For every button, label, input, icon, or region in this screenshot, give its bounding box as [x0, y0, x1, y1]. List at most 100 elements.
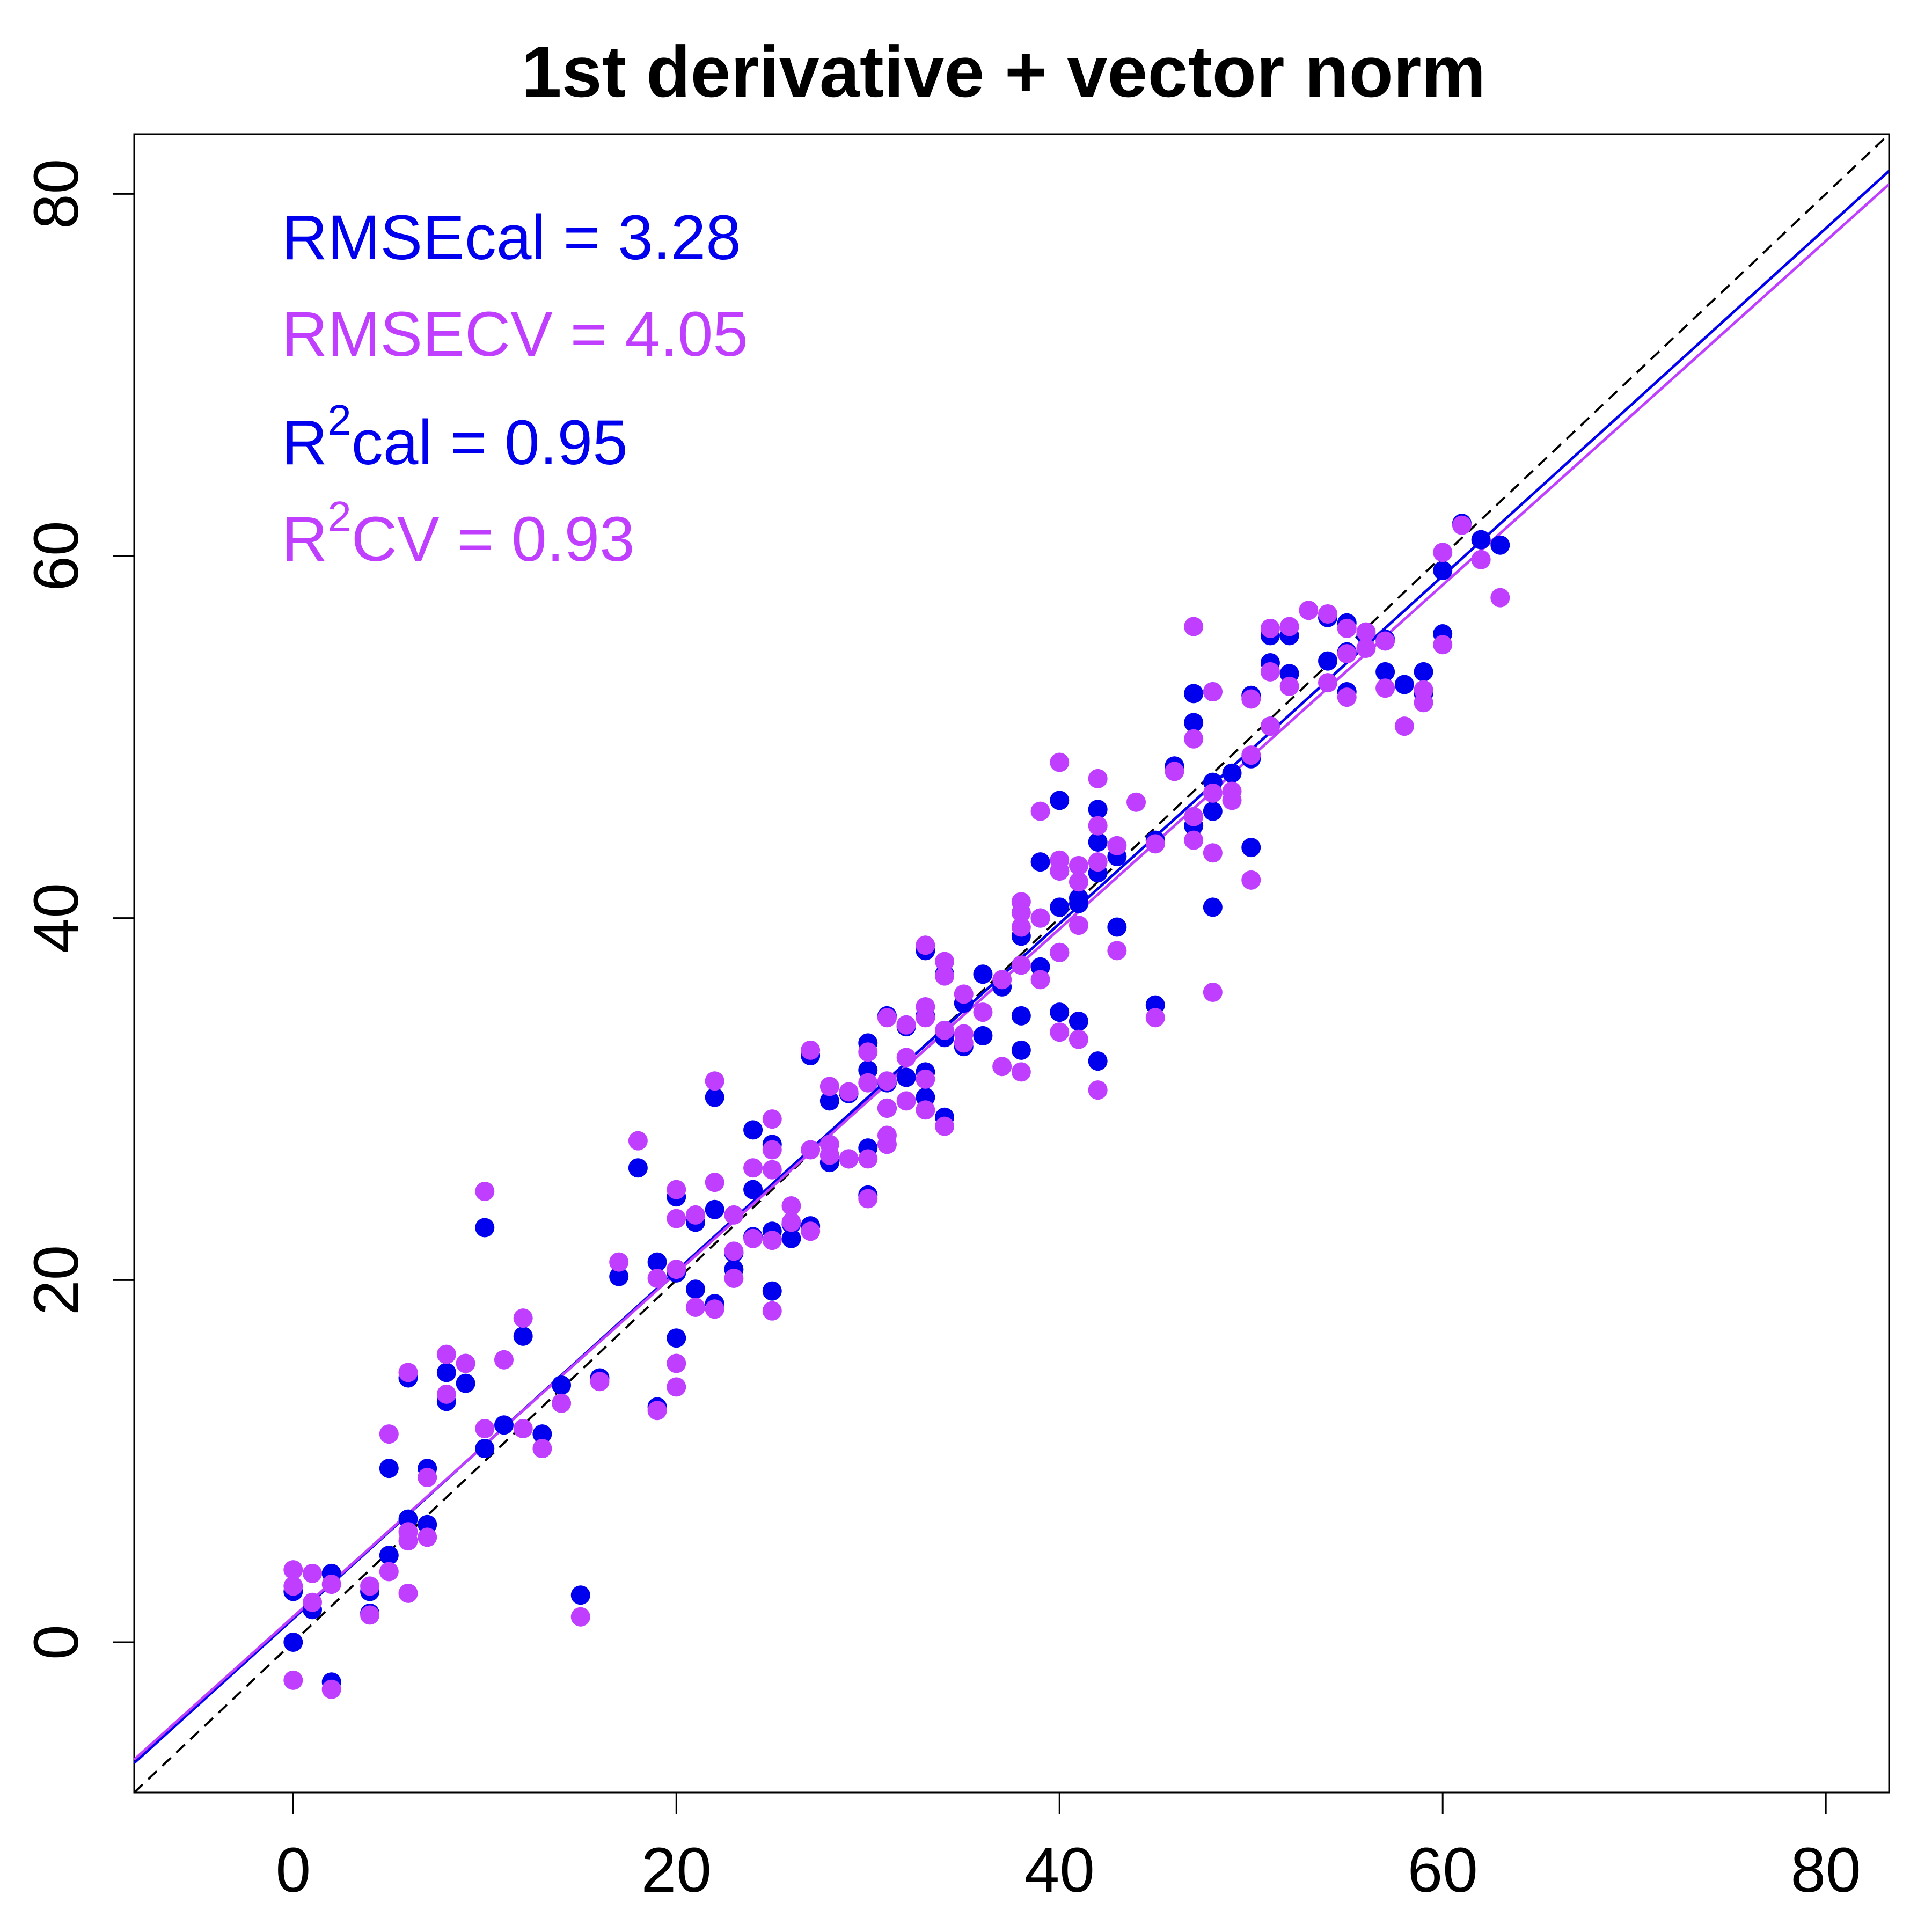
- cv-point: [1069, 855, 1088, 875]
- cv-point: [935, 966, 955, 986]
- cv-point: [1241, 870, 1261, 890]
- cv-point: [1279, 676, 1299, 696]
- cv-point: [1050, 1022, 1070, 1042]
- cv-point: [916, 1069, 935, 1089]
- cv-point: [302, 1592, 322, 1612]
- cv-point: [801, 1221, 821, 1241]
- cv-point: [1203, 682, 1223, 701]
- cv-point: [1471, 550, 1491, 569]
- regression-lines: [134, 134, 1889, 1792]
- cv-point: [801, 1140, 821, 1160]
- cv-point: [667, 1180, 686, 1199]
- cv-point: [379, 1562, 399, 1582]
- cv-point: [762, 1109, 782, 1129]
- cv-point: [916, 1008, 935, 1028]
- cv-point: [743, 1228, 763, 1248]
- cv-point: [494, 1350, 514, 1370]
- cv-point: [935, 1020, 955, 1040]
- cv-point: [456, 1353, 475, 1373]
- cv-point: [321, 1575, 341, 1594]
- cv-point: [1069, 872, 1088, 892]
- x-tick-label: 20: [641, 1835, 712, 1906]
- cv-point: [685, 1297, 705, 1317]
- cv-point: [819, 1077, 839, 1096]
- cv-point: [1241, 689, 1261, 709]
- cv-point: [705, 1299, 724, 1319]
- cv-point: [1337, 618, 1357, 638]
- cv-point: [1088, 769, 1108, 788]
- cal-point: [379, 1546, 399, 1565]
- cv-point: [1030, 908, 1050, 928]
- cv-point: [532, 1439, 552, 1459]
- cal-point: [1241, 838, 1261, 858]
- cv-point: [1203, 982, 1223, 1002]
- cal-point: [1069, 894, 1088, 913]
- cal-point: [532, 1424, 552, 1444]
- cv-point: [590, 1372, 610, 1392]
- cv-point: [1375, 631, 1395, 651]
- cal-point: [628, 1158, 648, 1178]
- cv-point: [801, 1040, 821, 1060]
- cv-point: [1241, 745, 1261, 765]
- cal-point: [973, 1026, 993, 1045]
- cv-point: [1011, 1062, 1031, 1082]
- cv-point: [1184, 729, 1204, 749]
- cv-point: [839, 1149, 859, 1169]
- cv-point: [1145, 1008, 1165, 1028]
- y-tick-label: 40: [21, 883, 92, 953]
- cal-point: [1222, 763, 1242, 783]
- cv-point: [877, 1135, 897, 1154]
- x-tick-label: 0: [275, 1835, 311, 1906]
- cal-point: [1050, 791, 1070, 810]
- cv-point: [858, 1149, 878, 1169]
- cv-point: [685, 1205, 705, 1225]
- cv-point: [1069, 916, 1088, 935]
- cv-point: [762, 1160, 782, 1180]
- cal-point: [283, 1633, 303, 1652]
- r2-cv-rest: CV = 0.93: [352, 504, 635, 575]
- y-tick-label: 80: [21, 159, 92, 229]
- cal-point: [685, 1279, 705, 1299]
- cv-point: [360, 1605, 380, 1625]
- cv-point: [839, 1082, 859, 1102]
- plot-frame: [133, 133, 1890, 1794]
- cv-point: [896, 1091, 916, 1111]
- cv-point: [283, 1670, 303, 1690]
- cv-point: [1030, 801, 1050, 821]
- cv-point: [1184, 830, 1204, 850]
- rmse-cv-text: RMSECV = 4.05: [282, 299, 748, 370]
- y-tick-label: 20: [21, 1245, 92, 1315]
- cv-point: [992, 970, 1012, 990]
- cv-point: [762, 1140, 782, 1160]
- cv-point: [1260, 618, 1280, 638]
- cv-point: [513, 1418, 533, 1438]
- cal-point: [1433, 560, 1453, 580]
- cv-point: [418, 1527, 437, 1547]
- y-tick-label: 60: [21, 521, 92, 591]
- cv-point: [667, 1377, 686, 1397]
- cal-point: [379, 1459, 399, 1479]
- cv-point: [896, 1015, 916, 1035]
- cv-point: [398, 1531, 418, 1551]
- cv-point: [1433, 543, 1453, 562]
- cv-point: [360, 1576, 380, 1596]
- cv-point: [954, 984, 974, 1004]
- cal-point: [1107, 917, 1127, 937]
- x-tick-label: 80: [1791, 1835, 1861, 1906]
- cal-point: [1030, 852, 1050, 872]
- cv-point: [1394, 716, 1414, 736]
- cv-point: [858, 1189, 878, 1209]
- data-points: [283, 514, 1510, 1699]
- cal-point: [456, 1373, 475, 1393]
- cv-point: [724, 1241, 744, 1261]
- cv-point: [609, 1252, 629, 1272]
- r2-cal-text: R2cal = 0.95: [282, 396, 628, 478]
- cv-point: [1299, 601, 1319, 620]
- r2-cal-rest: cal = 0.95: [352, 407, 628, 478]
- cal-point: [705, 1087, 724, 1107]
- cv-point: [1452, 515, 1472, 535]
- cal-point: [743, 1120, 763, 1140]
- cv-point: [1011, 917, 1031, 937]
